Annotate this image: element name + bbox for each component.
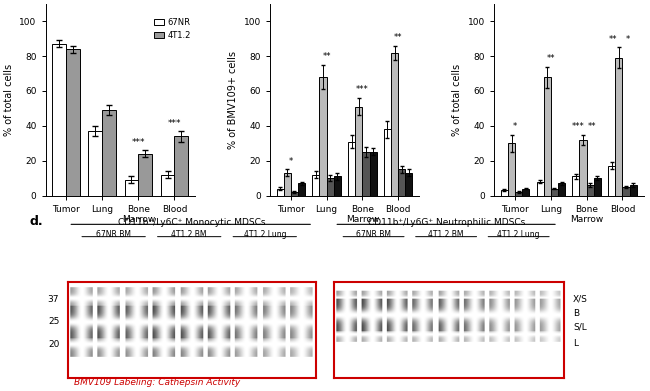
Bar: [573, 176, 580, 196]
Bar: [161, 175, 174, 196]
Text: 4T1.2 Lung: 4T1.2 Lung: [497, 230, 540, 240]
Y-axis label: % of total cells: % of total cells: [452, 64, 462, 136]
Bar: [608, 166, 616, 196]
Text: 4T1.2 BM: 4T1.2 BM: [428, 230, 464, 240]
Legend: 67NR, 4T1.2: 67NR, 4T1.2: [154, 18, 191, 40]
Bar: [125, 180, 138, 196]
Text: **: **: [394, 33, 402, 42]
Text: X/S: X/S: [573, 294, 588, 304]
Bar: [88, 131, 102, 196]
Bar: [508, 143, 515, 196]
Bar: [406, 173, 413, 196]
Bar: [370, 152, 377, 196]
Text: CD11b⁺/Ly6G⁺ Neutrophilic MDSCs: CD11b⁺/Ly6G⁺ Neutrophilic MDSCs: [367, 218, 525, 227]
Bar: [298, 183, 305, 196]
Bar: [558, 183, 565, 196]
Bar: [66, 49, 80, 196]
Text: **: **: [322, 52, 331, 61]
Text: B: B: [573, 308, 579, 318]
Bar: [630, 185, 637, 196]
Bar: [398, 169, 406, 196]
Text: ***: ***: [356, 86, 369, 95]
Y-axis label: % of BMV109+ cells: % of BMV109+ cells: [228, 51, 238, 149]
Text: 67NR BM: 67NR BM: [356, 230, 391, 240]
Bar: [52, 44, 66, 196]
Bar: [594, 178, 601, 196]
Text: S/L: S/L: [573, 323, 587, 332]
Bar: [283, 173, 291, 196]
Bar: [500, 190, 508, 196]
Text: 4T1.2 BM: 4T1.2 BM: [172, 230, 207, 240]
Bar: [174, 136, 188, 196]
Text: **: **: [547, 54, 555, 63]
Bar: [543, 77, 551, 196]
Bar: [276, 188, 283, 196]
Bar: [312, 175, 319, 196]
Text: L: L: [573, 339, 578, 348]
Bar: [623, 187, 630, 196]
Bar: [580, 140, 587, 196]
Text: 20: 20: [48, 340, 59, 350]
Bar: [356, 107, 363, 196]
Text: ***: ***: [571, 122, 584, 131]
Y-axis label: % of total cells: % of total cells: [4, 64, 14, 136]
Bar: [522, 188, 529, 196]
Text: 4T1.2 Lung: 4T1.2 Lung: [244, 230, 286, 240]
Text: d.: d.: [29, 215, 43, 228]
Text: 67NR BM: 67NR BM: [96, 230, 131, 240]
Bar: [384, 129, 391, 196]
Bar: [348, 142, 356, 196]
Bar: [138, 154, 152, 196]
Text: *: *: [626, 35, 630, 44]
Text: a.: a.: [4, 0, 17, 3]
Text: *: *: [289, 157, 293, 166]
Text: 25: 25: [48, 317, 59, 326]
Text: b.: b.: [225, 0, 239, 3]
Bar: [391, 53, 398, 196]
Text: *: *: [513, 122, 517, 131]
Text: **: **: [609, 35, 618, 44]
Bar: [319, 77, 326, 196]
Text: ***: ***: [168, 118, 181, 127]
Text: c.: c.: [449, 0, 462, 3]
Bar: [587, 185, 594, 196]
Text: **: **: [588, 122, 596, 131]
Bar: [363, 152, 370, 196]
Bar: [616, 58, 623, 196]
Text: CD11b⁺/Ly6C⁺ Monocytic MDSCs: CD11b⁺/Ly6C⁺ Monocytic MDSCs: [118, 218, 266, 227]
Text: ***: ***: [131, 138, 145, 147]
Bar: [291, 192, 298, 196]
Text: BMV109 Labeling: Cathepsin Activity: BMV109 Labeling: Cathepsin Activity: [74, 378, 240, 387]
Bar: [102, 110, 116, 196]
Text: 37: 37: [47, 294, 59, 304]
Bar: [551, 188, 558, 196]
Bar: [326, 178, 333, 196]
Bar: [536, 181, 543, 196]
Bar: [515, 192, 522, 196]
Bar: [333, 176, 341, 196]
